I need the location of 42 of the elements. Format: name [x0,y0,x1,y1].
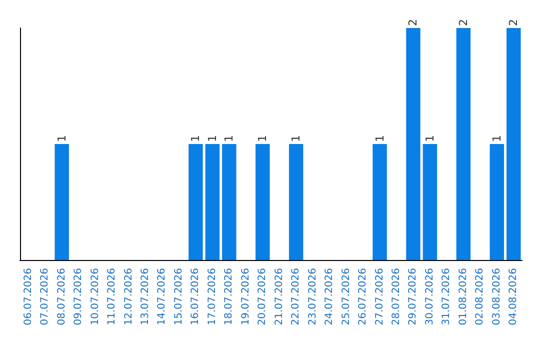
data-label: 1 [490,135,504,142]
data-label: 2 [507,19,520,26]
x-tick-label: 21.07.2026 [274,268,285,326]
x-tick-label: 13.07.2026 [140,268,151,326]
x-tick-label: 11.07.2026 [106,268,118,326]
x-tick-label: 30.07.2026 [424,268,436,326]
x-tick-label: 04.08.2026 [508,268,520,326]
data-label: 1 [256,135,270,142]
x-tick-label: 08.07.2026 [56,268,68,326]
x-tick-label: 07.07.2026 [40,268,51,326]
x-tick-label: 28.07.2026 [391,268,402,326]
data-label: 1 [222,135,236,142]
x-tick-label: 27.07.2026 [374,268,386,326]
x-tick-label: 14.07.2026 [156,268,168,326]
x-tick-label: 29.07.2026 [408,268,419,326]
x-tick-label: 24.07.2026 [324,268,336,326]
data-label: 1 [189,135,202,142]
x-tick-label: 18.07.2026 [224,268,235,326]
x-tick-label: 02.08.2026 [474,268,486,326]
x-tick-label: 17.07.2026 [206,268,218,326]
data-label: 2 [406,19,420,26]
x-tick-label: 10.07.2026 [90,268,101,326]
x-tick-label: 15.07.2026 [173,268,184,326]
data-label: 1 [423,135,436,142]
data-label: 1 [373,135,386,142]
x-tick-label: 03.08.2026 [491,268,502,326]
x-tick-label: 01.08.2026 [458,268,469,326]
x-tick-label: 22.07.2026 [290,268,302,326]
x-tick-label: 09.07.2026 [73,268,84,326]
x-tick-label: 16.07.2026 [190,268,202,326]
data-label: 1 [206,135,219,142]
x-tick-label: 31.07.2026 [441,268,452,326]
x-tick-label: 12.07.2026 [123,268,134,326]
x-tick-label: 06.07.2026 [22,268,34,326]
x-tick-label: 19.07.2026 [240,268,252,326]
x-tick-label: 25.07.2026 [340,268,352,326]
x-tick-label: 26.07.2026 [358,268,369,326]
x-tick-label: 23.07.2026 [307,268,318,326]
data-label: 2 [456,19,470,26]
data-label: 1 [55,135,68,142]
data-label: 1 [290,135,303,142]
x-tick-label: 20.07.2026 [257,268,268,326]
